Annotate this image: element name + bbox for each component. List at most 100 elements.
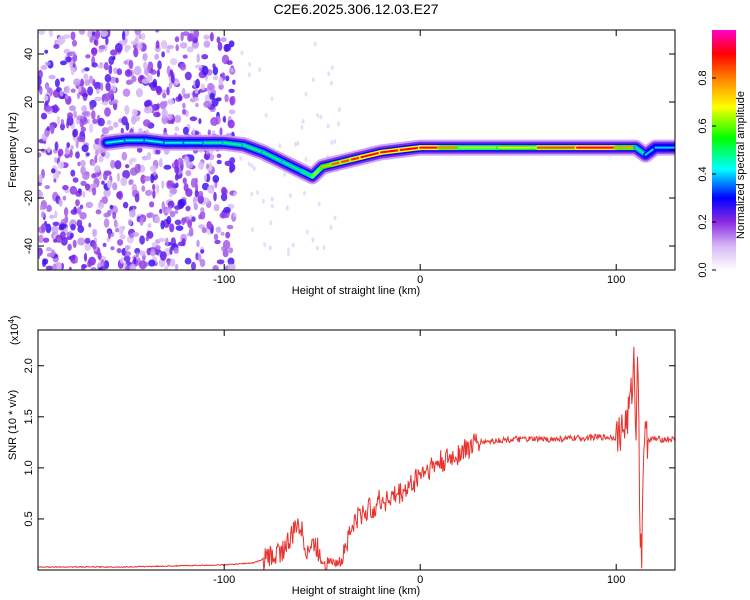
noise-speck xyxy=(179,42,188,49)
noise-speck xyxy=(101,196,108,205)
noise-speck xyxy=(337,107,341,113)
noise-speck xyxy=(207,82,215,91)
noise-speck xyxy=(200,83,205,91)
noise-speck xyxy=(90,35,97,40)
noise-speck xyxy=(128,264,137,270)
noise-speck xyxy=(223,206,231,214)
noise-speck xyxy=(214,239,221,245)
noise-speck xyxy=(65,146,69,156)
noise-speck xyxy=(69,185,78,195)
noise-speck xyxy=(174,36,180,43)
noise-speck xyxy=(270,196,274,202)
noise-speck xyxy=(65,56,72,63)
noise-speck xyxy=(85,54,91,59)
noise-speck xyxy=(220,37,227,43)
noise-speck xyxy=(143,61,148,70)
noise-speck xyxy=(91,160,96,166)
noise-speck xyxy=(193,202,198,211)
bottom-x-ticks: -100 0 100 xyxy=(213,330,625,586)
noise-speck xyxy=(224,94,229,103)
noise-speck xyxy=(174,126,179,132)
noise-speck xyxy=(221,186,227,195)
noise-speck xyxy=(182,108,187,115)
y-scale-base: (x10 xyxy=(9,324,21,345)
noise-speck xyxy=(174,114,182,123)
noise-speck xyxy=(56,115,61,125)
noise-speck xyxy=(104,107,111,117)
noise-speck xyxy=(77,237,86,246)
noise-speck xyxy=(222,239,231,250)
noise-speck xyxy=(43,95,49,101)
noise-speck xyxy=(149,69,157,75)
noise-speck xyxy=(162,92,167,99)
noise-speck xyxy=(62,184,69,191)
noise-speck xyxy=(94,96,103,102)
noise-speck xyxy=(100,30,109,38)
noise-speck xyxy=(291,242,295,248)
noise-speck xyxy=(333,215,337,221)
noise-speck xyxy=(111,99,119,104)
noise-speck xyxy=(93,183,98,188)
noise-speck xyxy=(233,212,237,218)
noise-speck xyxy=(150,248,156,257)
noise-speck xyxy=(219,127,223,136)
noise-speck xyxy=(226,224,234,230)
noise-speck xyxy=(174,173,179,181)
noise-speck xyxy=(81,68,85,73)
noise-speck xyxy=(316,112,319,118)
noise-speck xyxy=(154,53,159,60)
noise-speck xyxy=(167,113,173,121)
noise-speck xyxy=(107,229,112,240)
noise-speck xyxy=(79,118,85,128)
noise-speck xyxy=(200,207,205,213)
noise-speck xyxy=(184,71,192,81)
noise-speck xyxy=(211,98,219,107)
noise-speck xyxy=(77,188,82,194)
noise-speck xyxy=(109,204,114,210)
noise-speck xyxy=(88,75,94,84)
noise-speck xyxy=(113,121,119,128)
noise-speck xyxy=(85,185,90,191)
y-tick-label: 0.5 xyxy=(23,511,35,526)
noise-speck xyxy=(311,77,315,83)
noise-speck xyxy=(70,67,75,76)
noise-speck xyxy=(92,229,96,237)
noise-speck xyxy=(134,247,141,255)
noise-speck xyxy=(205,173,211,183)
noise-speck xyxy=(124,104,130,115)
noise-speck xyxy=(228,88,235,93)
noise-speck xyxy=(39,86,43,95)
noise-speck xyxy=(229,96,234,106)
x-tick-label: 100 xyxy=(607,574,625,586)
noise-speck xyxy=(80,165,86,175)
noise-speck xyxy=(46,204,52,212)
noise-speck xyxy=(103,260,110,270)
noise-speck xyxy=(72,177,79,183)
noise-speck xyxy=(218,83,224,90)
y-tick-label: 1.0 xyxy=(23,460,35,475)
noise-speck xyxy=(148,259,156,267)
noise-speck xyxy=(110,49,118,56)
noise-speck xyxy=(120,127,124,135)
noise-speck xyxy=(201,54,209,60)
noise-speck xyxy=(103,170,108,181)
noise-speck xyxy=(94,155,98,164)
noise-speck xyxy=(89,105,95,110)
noise-speck xyxy=(129,209,136,218)
noise-speck xyxy=(103,218,110,228)
noise-speck xyxy=(54,78,60,88)
noise-speck xyxy=(240,50,244,56)
noise-speck xyxy=(142,119,151,127)
noise-speck xyxy=(228,247,234,254)
noise-speck xyxy=(199,258,206,268)
snr-frame xyxy=(37,329,676,571)
noise-speck xyxy=(84,237,91,244)
noise-speck xyxy=(288,193,292,199)
noise-speck xyxy=(81,105,87,113)
noise-speck xyxy=(330,65,334,71)
noise-speck xyxy=(207,129,211,136)
noise-speck xyxy=(152,189,156,199)
noise-speck xyxy=(39,205,43,211)
noise-speck xyxy=(167,260,171,267)
